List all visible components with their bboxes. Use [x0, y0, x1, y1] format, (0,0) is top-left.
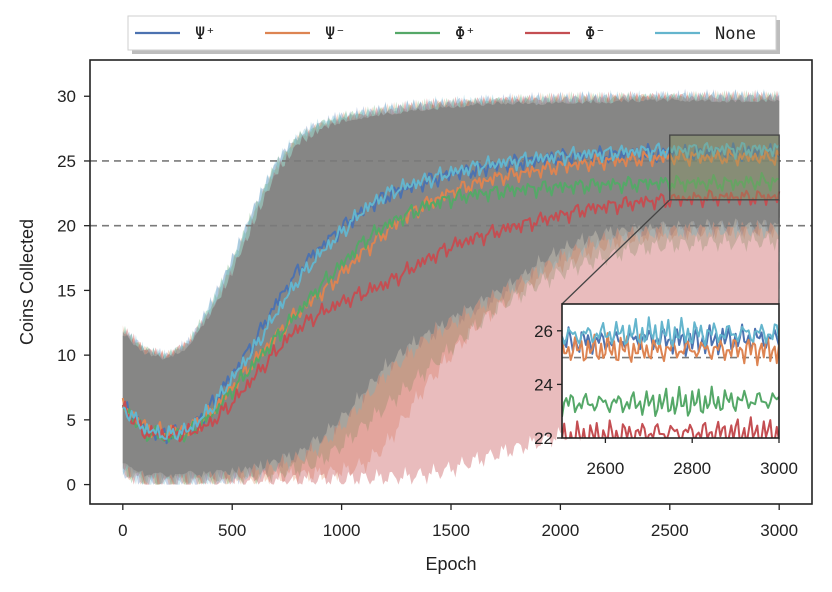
inset-background — [562, 304, 779, 438]
inset-y-tick-label: 22 — [534, 429, 553, 448]
inset-frame — [561, 303, 780, 439]
inset-series-5-line — [562, 316, 779, 348]
inset-plot-area — [562, 316, 779, 438]
legend-label-4: Φ⁻ — [585, 24, 605, 44]
inset-series-3-line — [562, 385, 779, 417]
inset-y-tick-label: 24 — [534, 375, 553, 394]
x-tick-label: 1000 — [323, 521, 361, 540]
legend-label-1: Ψ⁺ — [195, 24, 215, 44]
legend-label-3: Φ⁺ — [455, 24, 475, 44]
inset-x-tick-label: 2800 — [673, 459, 711, 478]
y-tick-label: 20 — [57, 217, 76, 236]
x-tick-label: 2500 — [651, 521, 689, 540]
x-axis-label: Epoch — [425, 554, 476, 574]
legend-label-2: Ψ⁻ — [325, 24, 345, 44]
y-axis-label: Coins Collected — [17, 219, 37, 345]
inset-x-tick-label: 3000 — [760, 459, 798, 478]
inset-series-4-line — [562, 416, 779, 438]
x-tick-label: 500 — [218, 521, 246, 540]
x-tick-label: 2000 — [541, 521, 579, 540]
y-tick-label: 15 — [57, 281, 76, 300]
reference-lines — [90, 160, 812, 227]
main-axes: 0 500 1000 1500 2000 2500 3000 0 5 10 15 20 25 30 Epoc… — [17, 59, 813, 574]
y-tick-label: 30 — [57, 87, 76, 106]
zoom-indicator — [561, 134, 780, 305]
legend: Ψ⁺ Ψ⁻ Φ⁺ Φ⁻ None — [127, 15, 780, 54]
inset-zoom-plot: 2600 2800 3000 22 24 26 — [534, 303, 798, 478]
y-tick-label: 5 — [67, 411, 76, 430]
zoom-region-box — [669, 134, 780, 201]
band-overlap — [122, 98, 780, 479]
y-tick-label: 0 — [67, 476, 76, 495]
y-tick-label: 25 — [57, 152, 76, 171]
inset-series-2-line — [562, 332, 779, 367]
y-tick-label: 10 — [57, 346, 76, 365]
series-4-line — [121, 189, 781, 443]
x-tick-label: 3000 — [760, 521, 798, 540]
zoom-connector-left — [561, 199, 671, 305]
x-tick-label: 0 — [118, 521, 127, 540]
legend-label-5: None — [715, 24, 756, 44]
inset-x-tick-label: 2600 — [586, 459, 624, 478]
inset-y-tick-label: 26 — [534, 322, 553, 341]
x-tick-label: 1500 — [432, 521, 470, 540]
